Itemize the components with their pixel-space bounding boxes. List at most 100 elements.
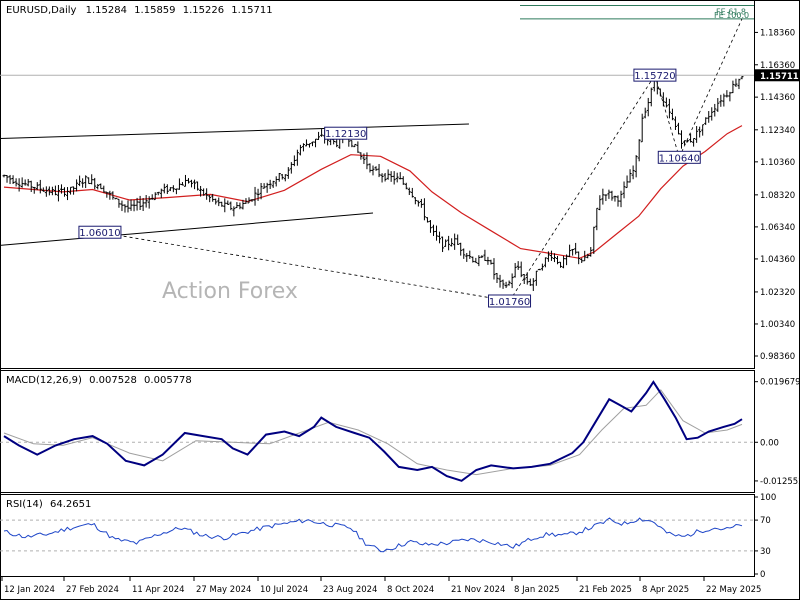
- y-axis-tick-label: 1.12340: [760, 126, 795, 136]
- ohlc-bar: [120, 200, 124, 212]
- ohlc-bar: [314, 138, 318, 148]
- ohlc-bar: [271, 180, 275, 188]
- ohlc-bar: [728, 91, 732, 102]
- ohlc-bar: [716, 98, 720, 112]
- x-axis-tick-label: 23 Aug 2024: [323, 585, 377, 595]
- ohlc-bar: [389, 171, 393, 182]
- macd-panel: 0.019679 0.00 -0.012552: [0, 370, 800, 493]
- ohlc-bar: [108, 190, 112, 200]
- ohlc-bar: [105, 191, 109, 198]
- price-label-box: [657, 150, 701, 164]
- ohlc-bar: [78, 175, 82, 187]
- ohlc-bar: [444, 239, 448, 247]
- ohlc-bar: [177, 178, 181, 190]
- ohlc-bar: [235, 202, 239, 209]
- ohlc-bar: [47, 186, 51, 196]
- ohlc-bar: [238, 202, 242, 210]
- ohlc-bar: [413, 197, 417, 205]
- ohlc-bar: [686, 140, 690, 143]
- ohlc-bar: [129, 199, 133, 211]
- ohlc-bar: [362, 153, 366, 165]
- ohlc-bar: [262, 183, 266, 189]
- price-label-text: 1.01760: [489, 297, 530, 308]
- ohlc-bar: [41, 187, 45, 192]
- ohlc-bar: [126, 200, 130, 213]
- price-label: 1.10640: [657, 150, 701, 164]
- ohlc-bar: [217, 197, 221, 207]
- ohlc-bar: [577, 251, 581, 265]
- ohlc-bar: [220, 201, 224, 207]
- ohlc-bar: [174, 188, 178, 195]
- watermark-text: Action Forex: [162, 279, 298, 304]
- ohlc-bar: [81, 178, 85, 188]
- x-axis-tick-label: 27 May 2024: [196, 585, 251, 595]
- ohlc-bar: [459, 242, 463, 256]
- ohlc-bar: [574, 242, 578, 255]
- ohlc-bar: [199, 185, 203, 197]
- ohlc-bar: [622, 181, 626, 199]
- ohlc-bar: [298, 144, 302, 156]
- ohlc-bar: [631, 165, 635, 180]
- ohlc-bar: [695, 126, 699, 143]
- price-label-box: [488, 294, 532, 308]
- ohlc-bar: [114, 197, 118, 200]
- ohlc-bar: [383, 173, 387, 182]
- ohlc-bar: [453, 233, 457, 250]
- rsi-axis-tick-label: 100: [760, 493, 776, 503]
- ohlc-bar: [531, 278, 535, 291]
- ohlc-bar: [247, 197, 251, 204]
- ohlc-bar: [398, 172, 402, 180]
- ohlc-bar: [519, 261, 523, 278]
- ohlc-bar: [649, 87, 653, 107]
- rsi-axis-tick-label: 70: [760, 516, 771, 526]
- ohlc-bar: [522, 273, 526, 284]
- channel-lower-line: [0, 212, 374, 246]
- ohlc-bar: [525, 272, 529, 285]
- ohlc-bar: [480, 255, 484, 258]
- ohlc-bar: [96, 183, 100, 190]
- ohlc-bar: [419, 198, 423, 208]
- ohlc-bar: [474, 257, 478, 264]
- fe-label: FE 100.0: [714, 11, 749, 20]
- ohlc-bar: [540, 263, 544, 271]
- price-label-box: [633, 68, 677, 82]
- rsi-panel: 100 70 30 0: [0, 493, 776, 580]
- ohlc-bar: [193, 179, 197, 190]
- ohlc-bar: [616, 195, 620, 207]
- ohlc-bar: [428, 220, 432, 233]
- ohlc-bar: [486, 256, 490, 265]
- ohlc-bar: [187, 178, 190, 184]
- ohlc-bar: [698, 126, 702, 138]
- rsi-header: RSI(14) 64.2651: [6, 499, 91, 510]
- ohlc-bar: [546, 251, 550, 262]
- ohlc-bar: [99, 183, 103, 190]
- ohlc-bar: [365, 152, 369, 170]
- ohlc-bar: [317, 131, 321, 140]
- macd-main-line: [3, 380, 743, 482]
- ohlc-bar: [589, 247, 593, 257]
- ohlc-bar: [38, 179, 42, 194]
- x-axis-tick-label: 21 Nov 2024: [451, 585, 505, 595]
- ohlc-bar: [32, 186, 36, 194]
- ohlc-bar: [17, 178, 21, 192]
- ohlc-bar: [565, 254, 569, 266]
- y-axis-tick-label: 1.18360: [760, 28, 795, 38]
- price-label: 1.15720: [633, 68, 677, 82]
- ohlc-bar: [138, 195, 142, 211]
- ohlc-bar: [456, 234, 460, 245]
- ohlc-bar: [150, 194, 154, 200]
- ohlc-bar: [162, 183, 166, 194]
- ohlc-bar: [580, 258, 584, 263]
- ohlc-bar: [289, 162, 293, 174]
- rsi-panel-border: [0, 494, 755, 577]
- macd-panel-border: [0, 370, 755, 493]
- ohlc-bar: [353, 143, 357, 148]
- ohlc-bar: [44, 186, 48, 197]
- ohlc-bar: [592, 226, 596, 254]
- ohlc-bar: [147, 196, 151, 209]
- x-axis-tick-label: 22 May 2025: [706, 585, 761, 595]
- ohlc-bar: [447, 235, 451, 251]
- ohlc-bar: [643, 107, 647, 119]
- ohlc-bar: [710, 107, 714, 121]
